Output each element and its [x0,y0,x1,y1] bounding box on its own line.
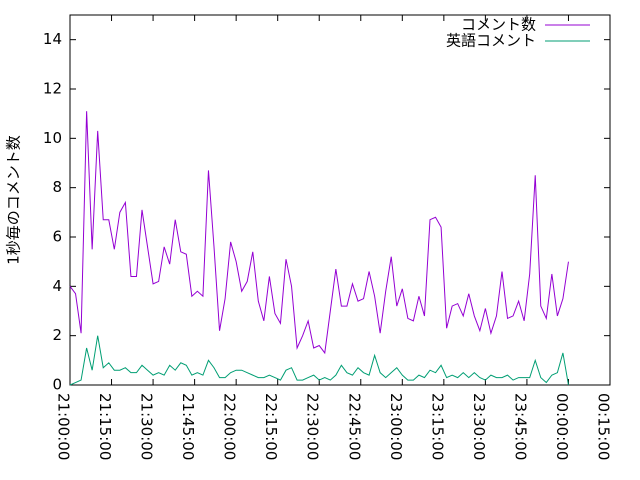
x-tick-label: 23:30:00 [470,393,488,460]
x-tick-label: 22:00:00 [221,393,239,460]
data-line [69,111,569,355]
x-tick-label: 21:45:00 [179,393,197,460]
y-tick-label: 2 [52,326,62,344]
legend-label: 英語コメント [446,32,536,50]
y-tick-label: 8 [52,178,62,196]
y-tick-label: 14 [43,30,62,48]
x-tick-label: 00:00:00 [553,393,571,460]
data-line [69,335,569,386]
x-tick-label: 22:15:00 [262,393,280,460]
y-tick-label: 6 [52,228,62,246]
x-tick-label: 23:45:00 [511,393,529,460]
x-tick-label: 23:00:00 [387,393,405,460]
y-tick-label: 10 [43,129,62,147]
y-tick-label: 4 [52,277,62,295]
x-tick-label: 00:15:00 [595,393,613,460]
x-tick-label: 22:30:00 [304,393,322,460]
x-tick-label: 21:30:00 [138,393,156,460]
y-axis-label: 1秒毎のコメント数 [5,135,23,265]
x-tick-label: 21:00:00 [55,393,73,460]
x-tick-label: 22:45:00 [345,393,363,460]
legend-label: コメント数 [461,16,536,34]
y-tick-label: 0 [52,376,62,394]
x-tick-label: 21:15:00 [96,393,114,460]
y-tick-label: 12 [43,80,62,98]
x-tick-label: 23:15:00 [428,393,446,460]
plot-border [69,14,611,386]
